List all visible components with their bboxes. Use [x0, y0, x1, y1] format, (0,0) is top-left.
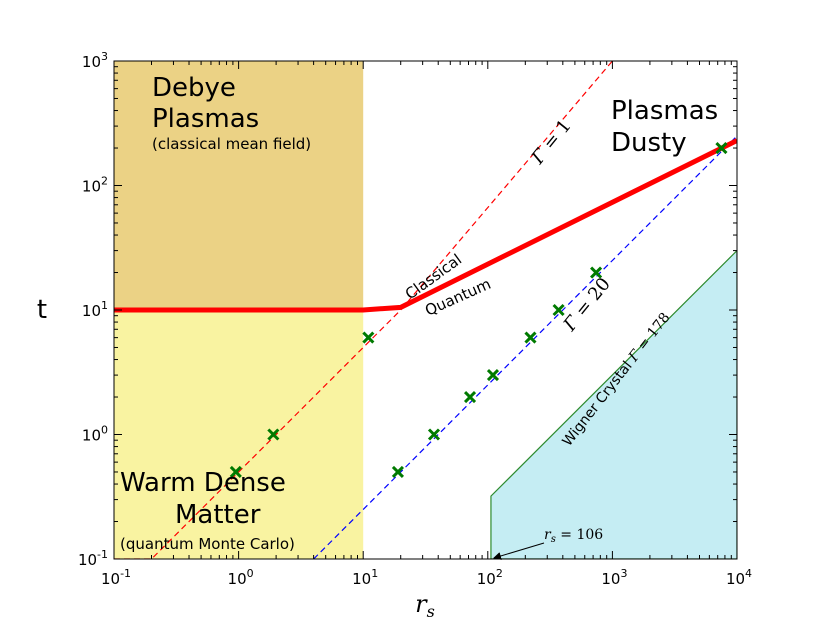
rs-106-label: rs = 106: [544, 527, 603, 545]
y-tick-label: 100: [82, 424, 108, 445]
y-tick-label: 102: [82, 175, 108, 196]
x-tick-label: 103: [601, 567, 627, 588]
y-tick-label: 101: [82, 299, 108, 320]
warm-dense-matter-region: [114, 310, 364, 559]
warm-dense-label-line2: Matter: [175, 500, 261, 530]
y-tick-label: 10-1: [78, 548, 108, 569]
dusty-label-line1: Dusty: [611, 128, 687, 158]
warm-dense-sublabel: (quantum Monte Carlo): [120, 535, 295, 553]
y-axis-label: t: [37, 295, 47, 325]
x-tick-label: 100: [228, 567, 254, 588]
axis-ticks: [113, 60, 738, 560]
data-marker: [486, 369, 500, 382]
data-marker: [524, 331, 537, 344]
classical-quantum-boundary-line: [114, 138, 737, 313]
data-marker: [267, 428, 280, 441]
data-markers: [229, 141, 728, 479]
debye-label-line1: Debye: [152, 73, 236, 103]
debye-sublabel: (classical mean field): [152, 135, 311, 153]
data-marker: [391, 465, 404, 479]
warm-dense-label-line1: Warm Dense: [120, 468, 286, 498]
debye-plasma-region: [114, 61, 364, 310]
dusty-label-line2: Plasmas: [611, 96, 718, 126]
data-marker: [590, 266, 603, 279]
data-marker: [362, 331, 375, 344]
x-tick-label: 102: [477, 567, 503, 588]
data-marker: [427, 428, 441, 441]
data-marker: [552, 303, 565, 317]
data-marker: [715, 141, 728, 155]
data-marker: [463, 390, 477, 404]
x-tick-label: 101: [352, 567, 378, 588]
data-marker: [229, 465, 242, 479]
axis-tick-labels: 10-1 100 101 102 103 104 10-1 100 101 102 103: [78, 50, 752, 588]
y-tick-label: 103: [82, 50, 108, 71]
rs-106-arrow: [493, 542, 545, 560]
debye-label-line2: Plasmas: [152, 104, 259, 134]
x-tick-label: 104: [726, 567, 752, 588]
gamma-1-line: [114, 61, 613, 559]
gamma-20-label: Γ = 20: [559, 274, 615, 336]
gamma-1-label: Γ = 1: [527, 116, 576, 169]
x-axis-label: rs: [415, 590, 435, 621]
x-tick-label: 10-1: [101, 567, 131, 588]
wigner-crystal-region: [490, 249, 737, 559]
